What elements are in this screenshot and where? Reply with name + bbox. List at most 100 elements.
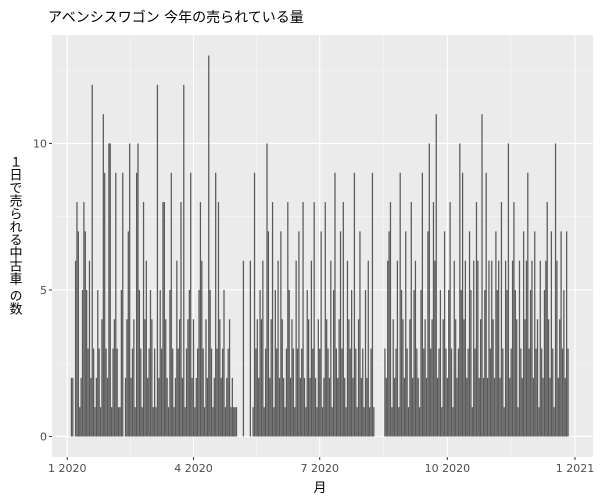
bar [289,377,292,437]
bar [259,289,261,437]
bar [122,172,124,437]
bar [394,377,396,437]
bar [298,231,300,437]
bar [278,377,281,437]
bar [346,260,349,437]
bar [191,377,193,437]
bar [539,260,541,437]
bar [206,377,208,437]
bar [144,319,146,437]
bar [316,407,318,437]
bar [102,114,104,437]
bar [388,231,390,437]
bar [216,348,218,437]
bar [190,172,192,437]
bar [184,407,186,437]
bar [503,407,505,437]
bar [98,348,100,437]
bar [359,231,361,437]
bar [90,377,92,437]
y-tick-label: 0 [40,430,47,443]
bar [553,407,555,437]
bar [299,377,301,437]
bar [488,260,490,437]
bar [317,319,319,437]
bar [387,260,389,437]
bar [312,348,314,437]
bar [274,289,276,437]
bar [418,407,421,437]
bar [105,348,107,437]
bar [427,231,429,437]
bar [425,377,428,437]
bar [267,231,270,437]
axes: 0 5 10 1 2020 4 2020 7 2020 10 2020 1 2021 [33,137,594,475]
bar [213,377,215,437]
bar [145,260,147,437]
bar [83,202,85,437]
x-tick-label: 7 2020 [300,462,339,475]
bar [129,143,131,437]
bar [524,319,526,437]
bar [473,260,475,437]
bar [414,260,417,437]
bar [158,377,160,437]
bar [183,84,185,437]
bar [428,143,430,437]
bar [424,319,426,437]
bar [420,289,422,437]
bar [192,319,195,437]
bar [563,289,565,437]
bar [77,231,79,437]
bar [253,172,256,437]
bar [194,407,196,437]
bar [113,319,116,437]
x-tick-label: 1 2020 [48,462,87,475]
bar [373,407,375,437]
bar [242,260,245,437]
bar [198,289,200,437]
bar [560,231,562,437]
bar [228,319,231,437]
bar [423,348,425,437]
bar [543,289,546,437]
bar [142,202,145,437]
bar [416,348,418,437]
bar [410,202,412,437]
bar [509,377,511,437]
bar [403,377,405,437]
bar [412,377,414,437]
bar [163,202,165,437]
bar [485,172,487,437]
bar [313,202,315,437]
bar [567,348,569,437]
bar [510,348,512,437]
bar [156,84,159,437]
bar [402,319,404,437]
bar [70,377,73,437]
bar [167,407,170,437]
bar [233,407,235,437]
bar [499,377,501,437]
bar [138,289,141,437]
bar [117,407,120,437]
bar [283,377,285,437]
bar [443,231,446,437]
bar [302,202,304,437]
bar [188,289,190,437]
bar [516,319,518,437]
bar [477,260,479,437]
bar [94,407,96,437]
bar [342,202,344,437]
bar [335,348,337,437]
bar [306,289,308,437]
bar [287,202,289,437]
bar [173,407,175,437]
bar [81,289,84,437]
bar [256,319,258,437]
bar [201,260,203,437]
bar [309,377,311,437]
bar [561,348,564,437]
bar [417,377,419,437]
bar [174,377,177,437]
